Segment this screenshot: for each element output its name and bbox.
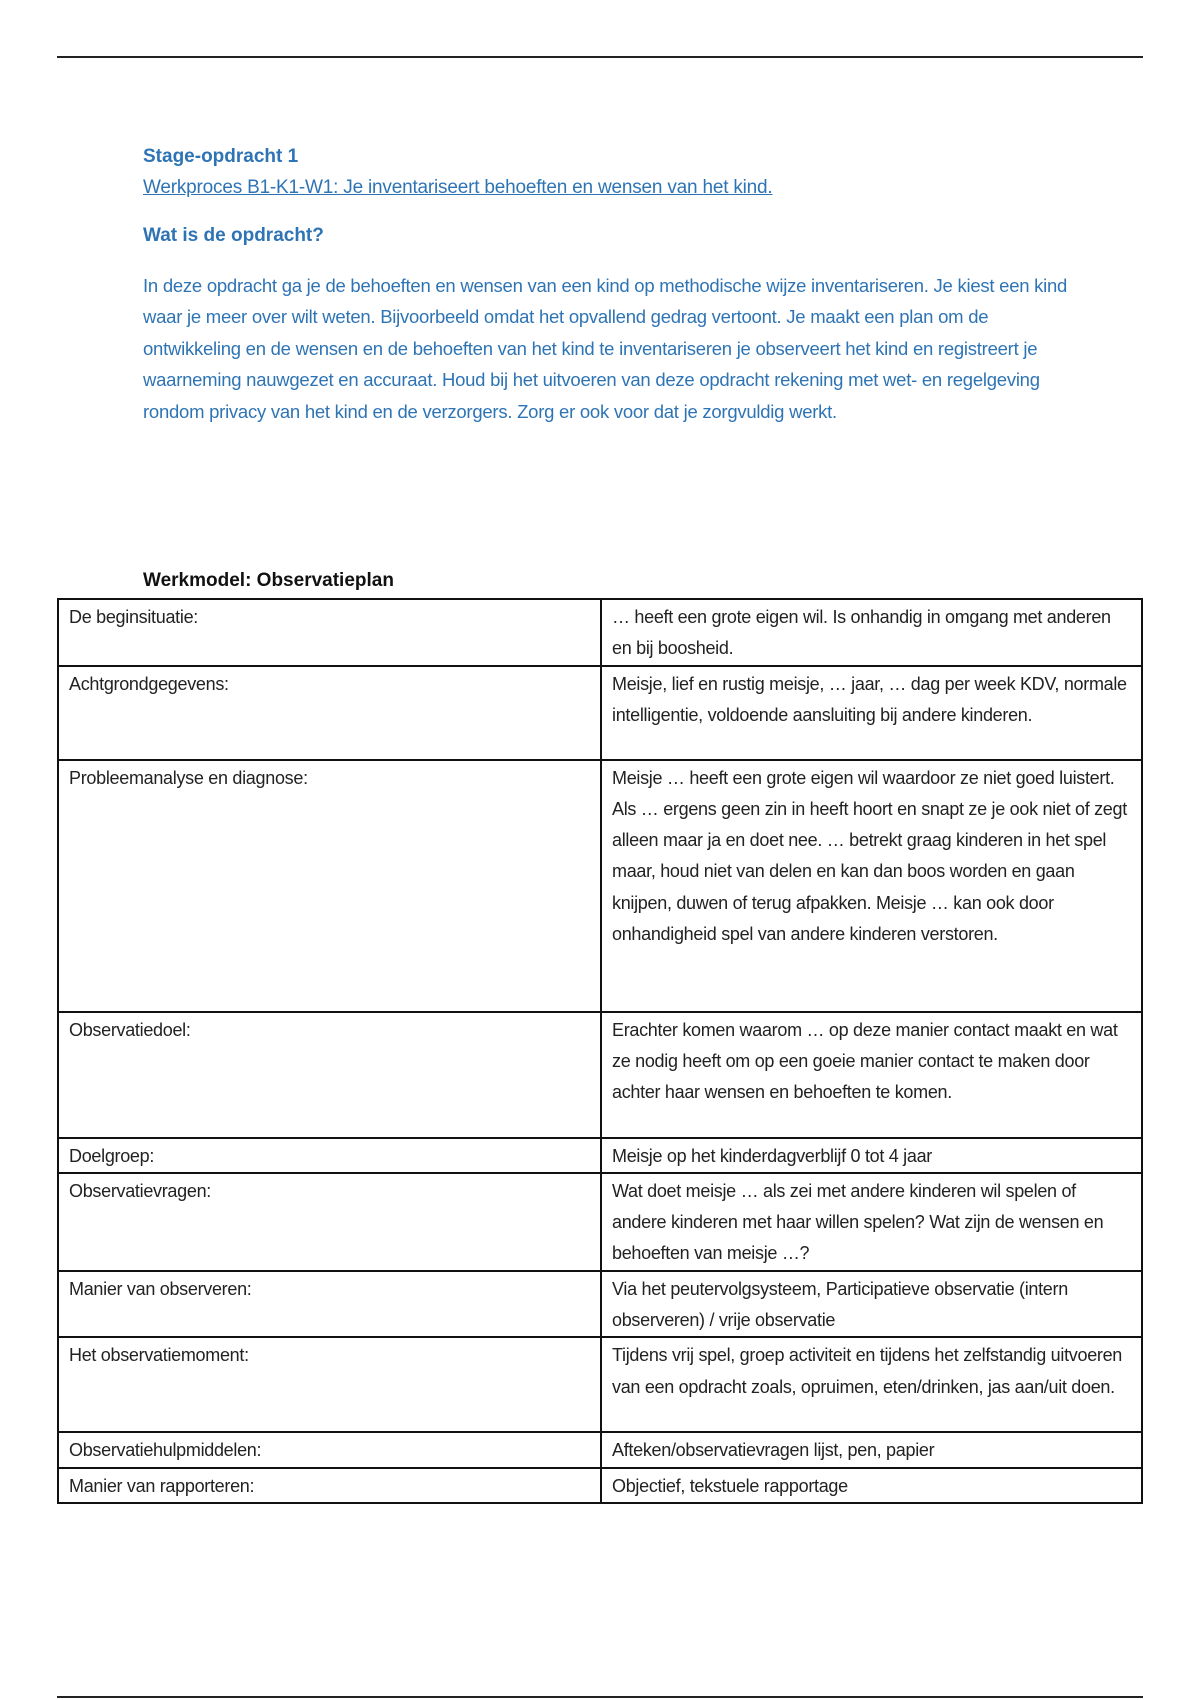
row-value: Meisje, lief en rustig meisje, … jaar, ……: [600, 664, 1143, 761]
row-label: Probleemanalyse en diagnose:: [57, 758, 602, 1013]
table-row: Probleemanalyse en diagnose: Meisje … hee…: [57, 758, 1143, 1013]
table-row: Manier van observeren: Via het peutervolg…: [57, 1269, 1143, 1339]
row-value: Via het peutervolgsysteem, Participatiev…: [600, 1269, 1143, 1339]
row-value: Tijdens vrij spel, groep activiteit en t…: [600, 1336, 1143, 1434]
row-label: Doelgroep:: [57, 1136, 602, 1174]
intro-paragraph: In deze opdracht ga je de behoeften en w…: [143, 275, 1068, 422]
table-title: Werkmodel: Observatieplan: [143, 570, 394, 591]
row-label: Het observatiemoment:: [57, 1336, 602, 1434]
row-value: Wat doet meisje … als zei met andere kin…: [600, 1171, 1143, 1272]
question-heading: Wat is de opdracht?: [143, 225, 324, 246]
table-row: Manier van rapporteren: Objectief, tekstu…: [57, 1466, 1143, 1504]
top-rule: [57, 56, 1143, 58]
table-row: Observatiedoel: Erachter komen waarom … o…: [57, 1010, 1143, 1139]
row-value: Objectief, tekstuele rapportage: [600, 1466, 1143, 1504]
table-row: Observatievragen: Wat doet meisje … als z…: [57, 1171, 1143, 1272]
row-value: Erachter komen waarom … op deze manier c…: [600, 1010, 1143, 1139]
row-label: Observatiedoel:: [57, 1010, 602, 1139]
table-row: Achtgrondgegevens: Meisje, lief en rustig…: [57, 664, 1143, 761]
row-label: Observatiehulpmiddelen:: [57, 1431, 602, 1469]
table-row: De beginsituatie:… heeft een grote eigen…: [57, 598, 1143, 667]
row-value: Afteken/observatievragen lijst, pen, pap…: [600, 1431, 1143, 1469]
assignment-title: Stage-opdracht 1: [143, 146, 299, 167]
row-label: Observatievragen:: [57, 1171, 602, 1272]
row-value: … heeft een grote eigen wil. Is onhandig…: [600, 598, 1143, 667]
row-value: Meisje op het kinderdagverblijf 0 tot 4 …: [600, 1136, 1143, 1174]
table-row: Observatiehulpmiddelen: Afteken/observati…: [57, 1431, 1143, 1469]
row-label: De beginsituatie:: [57, 598, 602, 667]
bottom-rule: [57, 1696, 1143, 1698]
observation-plan-table: De beginsituatie:… heeft een grote eigen…: [57, 598, 1143, 1504]
werkproces-link[interactable]: Werkproces B1-K1-W1: Je inventariseert b…: [143, 177, 773, 198]
row-value: Meisje … heeft een grote eigen wil waard…: [600, 758, 1143, 1013]
row-label: Manier van observeren:: [57, 1269, 602, 1339]
row-label: Manier van rapporteren:: [57, 1466, 602, 1504]
row-label: Achtgrondgegevens:: [57, 664, 602, 761]
table-row: Het observatiemoment: Tijdens vrij spel, …: [57, 1336, 1143, 1434]
table-row: Doelgroep: Meisje op het kinderdagverblij…: [57, 1136, 1143, 1174]
